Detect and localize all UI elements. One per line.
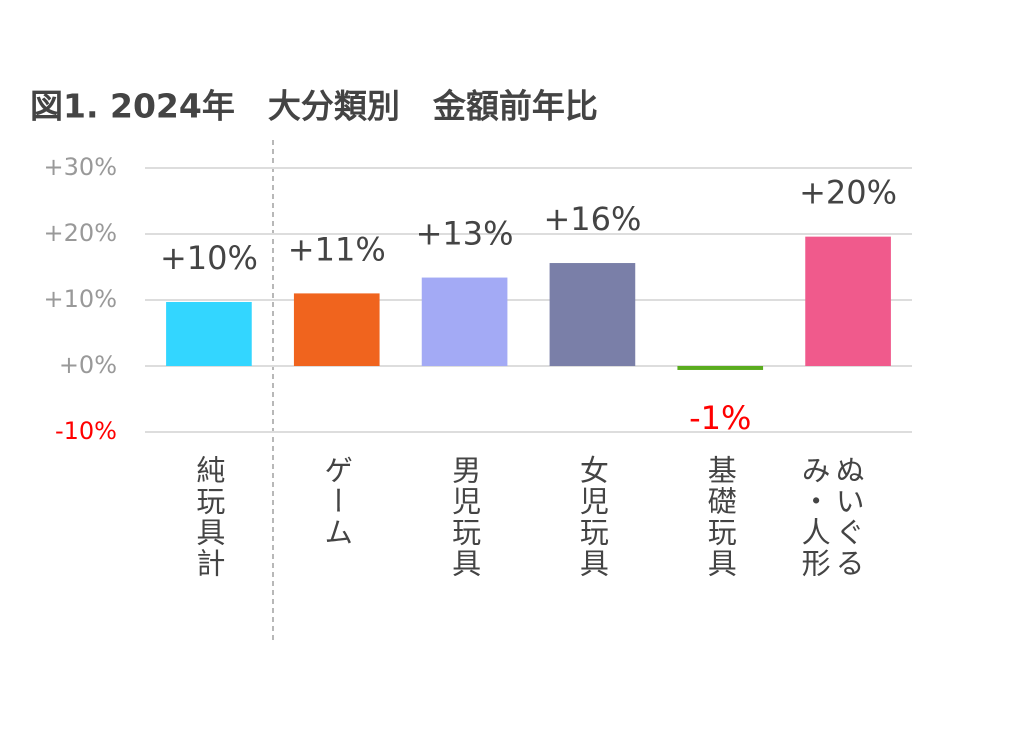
y-tick-label: -10%	[55, 417, 117, 445]
y-tick-label: +10%	[44, 285, 117, 313]
x-tick-label: 男児玩具	[447, 455, 482, 579]
bar	[421, 277, 508, 366]
chart-title: 図1. 2024年 大分類別 金額前年比	[30, 87, 598, 126]
bar	[166, 301, 252, 366]
bar	[293, 293, 380, 366]
value-label: +10%	[160, 239, 258, 277]
bar	[805, 236, 891, 366]
value-label: +11%	[288, 230, 386, 268]
value-label: +20%	[799, 174, 897, 212]
y-tick-label: +30%	[44, 153, 117, 181]
x-tick-label: ぬいぐるみ・人形	[797, 455, 866, 579]
x-tick-label: 基礎玩具	[703, 455, 738, 579]
bar	[549, 263, 636, 366]
x-tick-label: 女児玩具	[575, 455, 610, 579]
y-tick-label: +20%	[44, 219, 117, 247]
bar	[677, 366, 764, 370]
x-tick-label: ゲーム	[319, 455, 354, 548]
value-label: +16%	[543, 200, 641, 238]
y-tick-label: +0%	[59, 351, 117, 379]
value-label: -1%	[689, 399, 751, 437]
value-label: +13%	[416, 215, 514, 253]
x-tick-label: 純玩具計	[191, 455, 226, 579]
